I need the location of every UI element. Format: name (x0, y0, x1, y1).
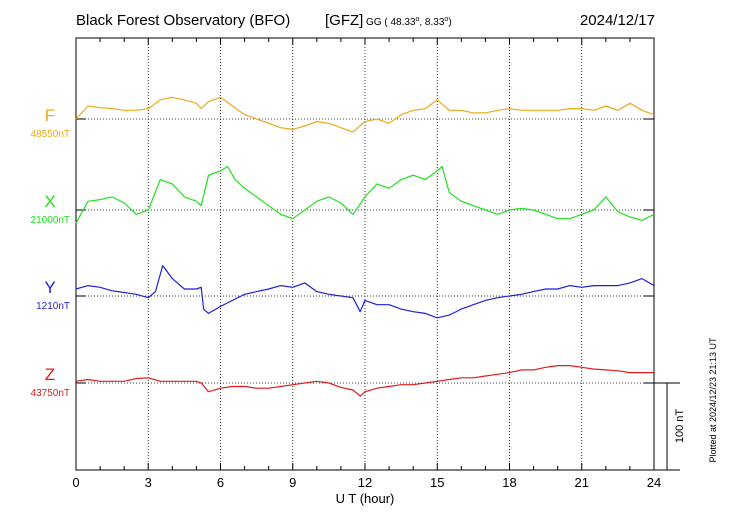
series-baseline-Y: 1210nT (36, 301, 70, 312)
x-tick-label-15: 15 (430, 475, 444, 490)
vertical-gridlines (147, 38, 583, 470)
x-tick-label-24: 24 (647, 475, 661, 490)
series-name-Y: Y (44, 278, 55, 297)
series-line-F (75, 96, 655, 133)
baseline-gridlines (76, 118, 654, 384)
series-line-X (75, 165, 655, 224)
agency-label: [GFZ] (325, 12, 363, 29)
series-baseline-X: 21000nT (31, 215, 70, 226)
x-tick-label-3: 3 (145, 475, 152, 490)
series-line-Z (75, 365, 654, 397)
scale-bar: 100 nT (654, 382, 686, 471)
series-lines (75, 96, 655, 397)
series-labels: F 48550nT X 21000nT Y 1210nT Z 43750nT (31, 106, 70, 399)
x-axis-tick-labels: 0 3 6 9 12 15 18 21 24 (72, 475, 661, 490)
series-name-X: X (44, 192, 55, 211)
plotted-at-label: Plotted at 2024/12/23 21:13 UT (708, 337, 718, 463)
x-tick-label-9: 9 (289, 475, 296, 490)
x-axis-ticks (75, 38, 655, 470)
x-axis-label: U T (hour) (336, 491, 395, 506)
chart-title: Black Forest Observatory (BFO) (76, 12, 290, 29)
x-tick-label-18: 18 (502, 475, 516, 490)
scale-bar-label: 100 nT (674, 409, 686, 444)
series-baseline-F: 48550nT (31, 129, 70, 140)
coordinates: GG ( 48.33o, 8.33o) (366, 16, 452, 28)
series-line-Y (75, 265, 655, 319)
series-name-Z: Z (45, 365, 55, 384)
series-name-F: F (45, 106, 55, 125)
series-baseline-Z: 43750nT (31, 388, 70, 399)
x-tick-label-21: 21 (575, 475, 589, 490)
x-tick-label-12: 12 (358, 475, 372, 490)
x-tick-label-6: 6 (217, 475, 224, 490)
date-label: 2024/12/17 (580, 12, 655, 29)
x-tick-label-0: 0 (72, 475, 79, 490)
